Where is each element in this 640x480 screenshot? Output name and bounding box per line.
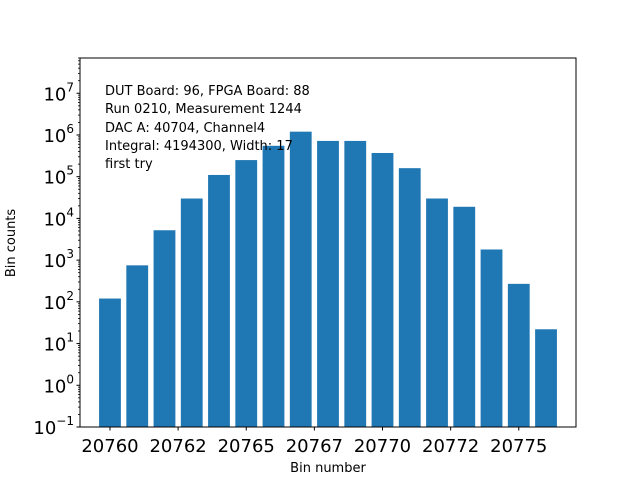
bar-20763 xyxy=(180,198,203,427)
bar-20772 xyxy=(426,198,448,427)
annotation-line-1: DUT Board: 96, FPGA Board: 88 xyxy=(105,84,310,99)
bar-20762 xyxy=(153,230,176,427)
bars-group xyxy=(99,131,557,428)
x-tick-label: 20767 xyxy=(286,436,343,457)
y-tick-label: 101 xyxy=(43,331,74,356)
x-tick-label: 20762 xyxy=(149,436,206,457)
y-tick-label: 104 xyxy=(43,205,74,230)
x-ticks: 20760 20762 20765 20767 20770 20772 20775 xyxy=(81,427,547,457)
annotation-line-3: DAC A: 40704, Channel4 xyxy=(105,121,265,136)
bar-20775 xyxy=(507,283,530,427)
bar-20765 xyxy=(235,160,258,428)
annotation-line-4: Integral: 4194300, Width: 17 xyxy=(105,139,293,154)
bar-20760 xyxy=(99,298,121,427)
bar-20768 xyxy=(317,140,339,427)
x-tick-label: 20765 xyxy=(218,436,275,457)
y-tick-label: 100 xyxy=(43,372,74,397)
bar-20774 xyxy=(480,249,503,427)
y-ticks: 10−1 100 101 102 103 104 105 106 107 xyxy=(33,80,80,439)
annotation-block: DUT Board: 96, FPGA Board: 88 Run 0210, … xyxy=(105,84,310,172)
bar-20761 xyxy=(126,265,149,427)
x-axis-label: Bin number xyxy=(290,461,366,476)
y-tick-label: 102 xyxy=(43,289,74,314)
bar-20771 xyxy=(398,168,421,427)
y-tick-label: 105 xyxy=(43,164,74,189)
bar-20764 xyxy=(208,174,230,427)
bar-20769 xyxy=(344,140,367,427)
x-tick-label: 20760 xyxy=(81,436,138,457)
annotation-line-5: first try xyxy=(105,157,153,172)
y-tick-label: 10−1 xyxy=(33,414,74,439)
y-tick-label: 107 xyxy=(43,80,74,105)
x-tick-label: 20775 xyxy=(490,436,547,457)
bar-20766 xyxy=(262,145,285,427)
y-tick-label: 106 xyxy=(43,122,74,147)
x-tick-label: 20770 xyxy=(354,436,411,457)
bar-20767 xyxy=(289,131,312,427)
bar-20773 xyxy=(453,206,476,427)
annotation-line-2: Run 0210, Measurement 1244 xyxy=(105,102,302,117)
bar-20770 xyxy=(371,152,394,427)
x-tick-label: 20772 xyxy=(422,436,479,457)
plot-frame xyxy=(79,57,577,428)
bar-20776 xyxy=(535,329,557,427)
y-axis-label: Bin counts xyxy=(4,209,19,278)
y-tick-label: 103 xyxy=(43,247,74,272)
